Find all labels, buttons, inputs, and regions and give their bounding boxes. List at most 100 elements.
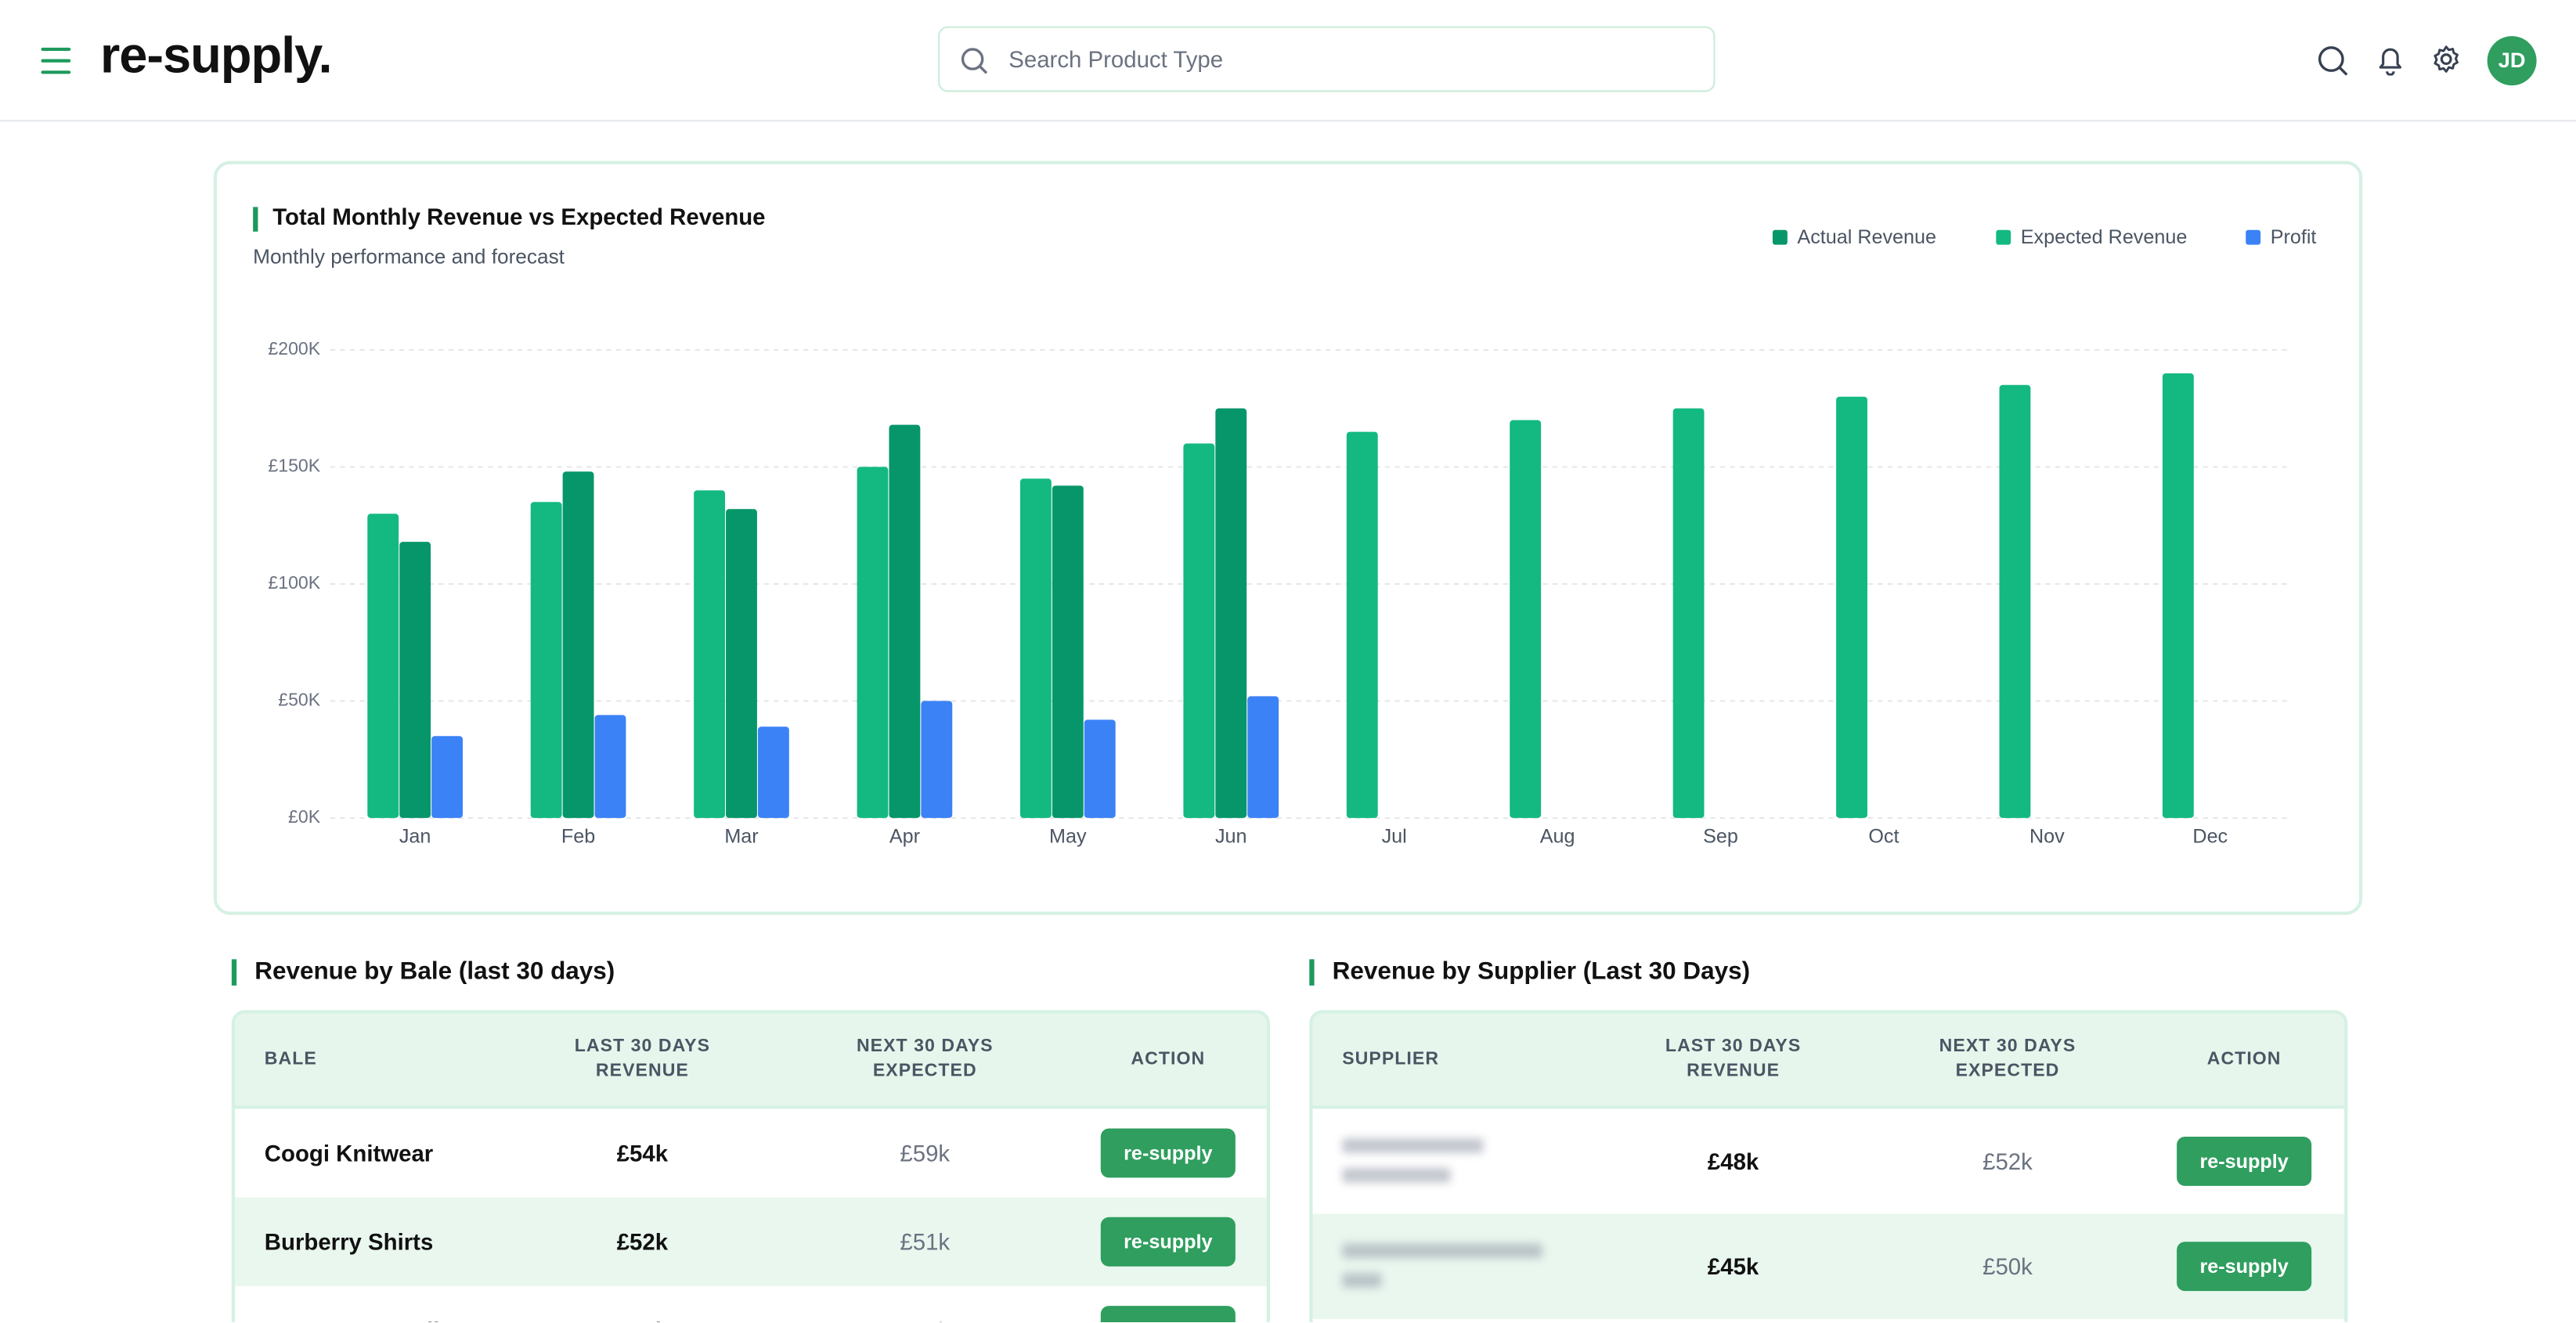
bar <box>530 502 562 818</box>
bar <box>726 509 757 818</box>
redacted-name <box>1342 1167 1451 1183</box>
expected: £59k <box>900 1140 951 1166</box>
x-tick-label: Feb <box>561 826 595 848</box>
table-cell: re-supply <box>1070 1109 1267 1197</box>
expected: £47k <box>900 1318 950 1322</box>
chart-card: Total Monthly Revenue vs Expected Revenu… <box>213 160 2363 915</box>
x-tick-label: Jun <box>1215 826 1247 848</box>
resupply-button[interactable]: re-supply <box>2177 1136 2312 1186</box>
settings-button[interactable] <box>2430 43 2462 76</box>
legend-swatch <box>1996 229 2011 245</box>
table-cell: £48k <box>544 1286 741 1322</box>
search-box[interactable]: Search Product Type <box>938 26 1716 92</box>
bar <box>1836 396 1867 818</box>
bar <box>694 490 726 818</box>
avatar[interactable]: JD <box>2487 36 2537 86</box>
notifications-button[interactable] <box>2374 43 2407 76</box>
column-header: ACTION <box>2206 1048 2282 1069</box>
table-cell: £52k <box>544 1198 741 1286</box>
redacted-name <box>1342 1273 1382 1288</box>
redacted-name <box>1342 1138 1484 1153</box>
table-row: £45k £50k re-supply <box>1312 1213 2345 1319</box>
bar <box>1510 420 1542 818</box>
expected: £51k <box>900 1228 951 1256</box>
bar <box>2162 373 2194 818</box>
revenue: £45k <box>1707 1253 1759 1280</box>
bar <box>1052 485 1084 818</box>
y-tick-label: £0K <box>288 806 321 827</box>
section-title: Revenue by Supplier (Last 30 Days) <box>1309 958 1750 986</box>
bar <box>1215 408 1247 818</box>
y-tick-label: £50K <box>278 690 321 710</box>
legend-label: Profit <box>2271 226 2317 248</box>
table-cell: £45k <box>1635 1214 1832 1319</box>
x-tick-label: Aug <box>1540 826 1575 848</box>
table-cell: re-supply <box>2145 1214 2343 1319</box>
expected: £50k <box>1983 1253 2033 1280</box>
bar <box>367 514 399 818</box>
legend-label: Expected Revenue <box>2021 226 2188 248</box>
search-icon <box>961 48 988 74</box>
table-row: Burberry Shirts £52k £51k re-supply <box>235 1197 1267 1286</box>
column-header: ACTION <box>1131 1048 1206 1069</box>
cell-name: Burberry Shirts <box>264 1228 434 1256</box>
resupply-button[interactable]: re-supply <box>1100 1217 1236 1267</box>
expected: £52k <box>1983 1148 2033 1175</box>
resupply-button[interactable]: re-supply <box>1100 1306 1236 1323</box>
legend-label: Actual Revenue <box>1797 226 1936 248</box>
column-header: NEXT 30 DAYS EXPECTED <box>856 1036 994 1081</box>
bar <box>1999 384 2031 818</box>
x-tick-label: Mar <box>724 826 758 848</box>
bar <box>399 542 431 818</box>
column-header: SUPPLIER <box>1342 1048 1440 1069</box>
table-cell: £59k <box>826 1109 1023 1197</box>
bale-table: BALE LAST 30 DAYS REVENUE NEXT 30 DAYS EXP… <box>231 1010 1270 1323</box>
title-accent <box>253 207 258 232</box>
bar <box>1084 719 1116 818</box>
revenue: £48k <box>1707 1148 1759 1175</box>
section-title: Revenue by Bale (last 30 days) <box>231 958 615 986</box>
table-row: £48k £52k re-supply <box>1312 1109 2344 1213</box>
bar <box>594 715 626 818</box>
bar <box>1247 696 1279 818</box>
bar <box>1346 431 1378 818</box>
resupply-button[interactable]: re-supply <box>2177 1242 2312 1292</box>
x-tick-label: Jan <box>399 826 431 848</box>
table-header: SUPPLIER LAST 30 DAYS REVENUE NEXT 30 DAYS… <box>1312 1013 2345 1109</box>
cell-name: Best Tree Hoodies <box>265 1286 465 1322</box>
table-cell: re-supply <box>1070 1198 1267 1286</box>
x-tick-label: May <box>1049 826 1087 848</box>
bar <box>889 424 921 818</box>
bar <box>757 726 789 818</box>
column-header: NEXT 30 DAYS EXPECTED <box>1939 1036 2076 1081</box>
column-header: LAST 30 DAYS REVENUE <box>574 1036 711 1081</box>
table-cell: £51k <box>826 1198 1023 1286</box>
bar <box>1183 443 1215 818</box>
cell-name: Coogi Knitwear <box>264 1140 434 1166</box>
table-header: BALE LAST 30 DAYS REVENUE NEXT 30 DAYS EXP… <box>235 1013 1267 1109</box>
search-button[interactable] <box>2316 45 2349 78</box>
table-cell: re-supply <box>2145 1109 2343 1213</box>
chart: Total Monthly Revenue vs Expected Revenu… <box>253 204 2317 848</box>
table-row: Best Tree Hoodies £48k £47k re-supply <box>235 1286 1267 1323</box>
search-placeholder: Search Product Type <box>1008 45 1224 73</box>
revenue: £48k <box>617 1318 668 1322</box>
x-tick-label: Apr <box>889 826 920 848</box>
column-header: BALE <box>264 1048 317 1069</box>
resupply-button[interactable]: re-supply <box>1100 1128 1236 1178</box>
x-tick-label: Sep <box>1703 826 1738 848</box>
menu-button[interactable] <box>39 45 72 78</box>
legend-swatch <box>2246 229 2261 245</box>
logo[interactable]: re-supply. <box>99 26 333 85</box>
table-row: Coogi Knitwear £54k £59k re-supply <box>235 1109 1267 1197</box>
top-bar: re-supply. Search Product Type JD <box>0 0 2576 122</box>
table-cell: £52k <box>1909 1109 2106 1213</box>
bar <box>562 471 594 818</box>
table-cell: £47k <box>826 1286 1023 1322</box>
x-tick-label: Jul <box>1382 826 1407 848</box>
supplier-table: SUPPLIER LAST 30 DAYS REVENUE NEXT 30 DAYS… <box>1309 1010 2348 1323</box>
revenue: £52k <box>616 1228 669 1256</box>
y-tick-label: £100K <box>268 572 320 593</box>
